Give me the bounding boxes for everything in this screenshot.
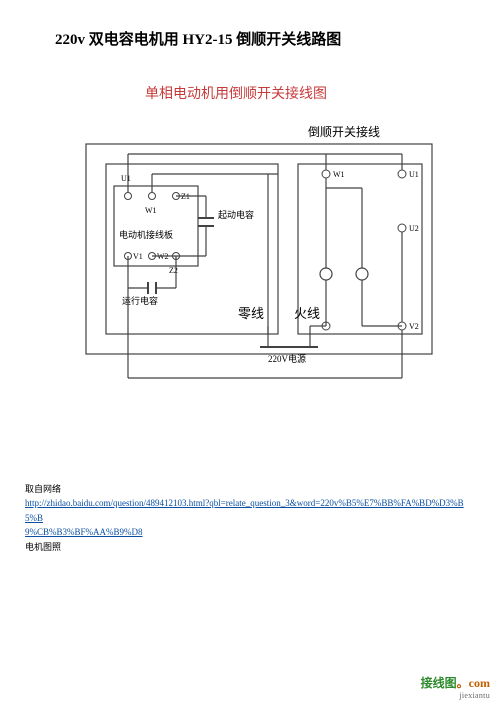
- motor-block-label: 电动机接线板: [119, 229, 173, 240]
- diagram-title: 单相电动机用倒顺开关接线图: [145, 85, 327, 102]
- terminal-u1: U1: [121, 174, 131, 183]
- switch-top-left-label: W1: [333, 170, 345, 179]
- source-url-line1: http://zhidao.baidu.com/question/4894121…: [25, 498, 464, 522]
- watermark-domain: jiexiantu: [421, 692, 490, 700]
- switch-top-right-label: U1: [409, 170, 419, 179]
- terminal-w1: W1: [145, 206, 157, 215]
- terminal-u1-dot: [125, 193, 132, 200]
- switch-contact-left: [320, 268, 332, 280]
- source-block: 取自网络 http://zhidao.baidu.com/question/48…: [25, 482, 475, 554]
- watermark-brand-row: 接线图。com: [421, 675, 490, 692]
- switch-top-right-dot: [398, 170, 406, 178]
- source-heading: 取自网络: [25, 482, 475, 496]
- photo-label: 电机图照: [25, 540, 475, 554]
- switch-bot-right-label: V2: [409, 322, 419, 331]
- outer-box: [86, 144, 432, 354]
- live-label: 火线: [294, 306, 320, 321]
- watermark-brand-com: com: [469, 676, 490, 690]
- power-tie: [260, 346, 318, 348]
- neutral-label: 零线: [238, 306, 264, 321]
- wiring-diagram: 单相电动机用倒顺开关接线图 倒顺开关接线 电动机接线板 U1 W1 Z1 V1: [50, 78, 450, 388]
- switch-mid-right-dot: [398, 224, 406, 232]
- switch-contact-right: [356, 268, 368, 280]
- watermark: 接线图。com jiexiantu: [421, 675, 490, 700]
- switch-mid-right-label: U2: [409, 224, 419, 233]
- switch-top-left-dot: [322, 170, 330, 178]
- source-url-line2: 9%CB%B3%BF%AA%B9%D8: [25, 527, 143, 537]
- source-link[interactable]: http://zhidao.baidu.com/question/4894121…: [25, 498, 464, 537]
- start-cap-label: 起动电容: [218, 209, 254, 220]
- page-title: 220v 双电容电机用 HY2-15 倒顺开关线路图: [55, 28, 341, 49]
- terminal-w1-dot: [149, 193, 156, 200]
- watermark-brand-dot: 。: [457, 676, 469, 690]
- terminal-v1: V1: [133, 252, 143, 261]
- source-link-wrapper: http://zhidao.baidu.com/question/4894121…: [25, 496, 475, 539]
- switch-section-label: 倒顺开关接线: [308, 124, 380, 139]
- watermark-brand-cn: 接线图: [421, 676, 457, 690]
- document-page: 220v 双电容电机用 HY2-15 倒顺开关线路图 单相电动机用倒顺开关接线图…: [0, 0, 500, 708]
- power-label: 220V电源: [268, 353, 306, 364]
- diagram-svg: 单相电动机用倒顺开关接线图 倒顺开关接线 电动机接线板 U1 W1 Z1 V1: [50, 78, 450, 388]
